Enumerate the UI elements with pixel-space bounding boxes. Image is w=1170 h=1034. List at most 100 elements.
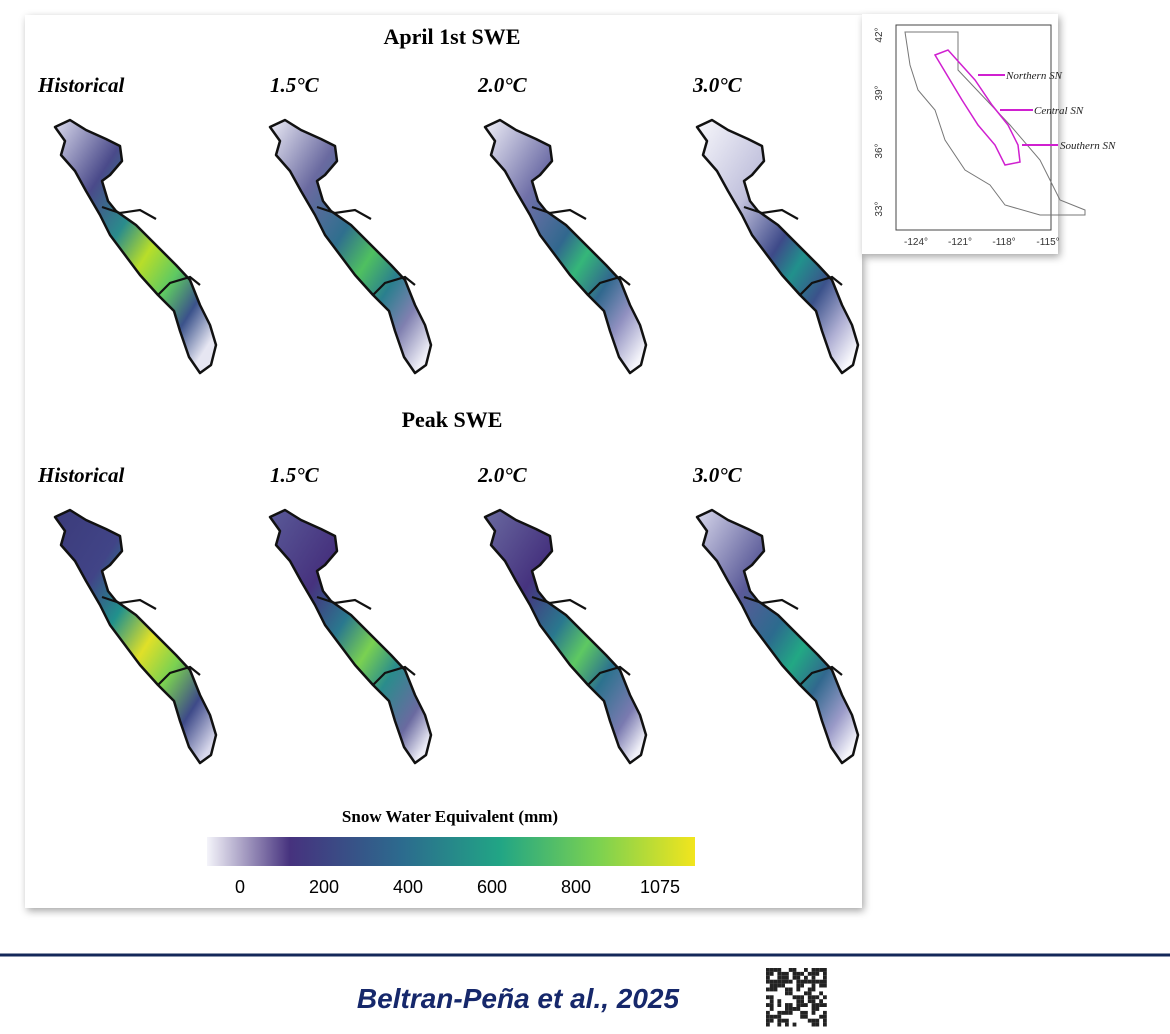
qr-cell [796, 979, 801, 984]
qr-cell [792, 1007, 797, 1011]
qr-cell [811, 1003, 816, 1007]
qr-cell [800, 983, 804, 988]
qr-cell [796, 975, 801, 980]
qr-cell [804, 975, 808, 980]
qr-cell [769, 983, 774, 988]
column-label: 2.0°C [477, 73, 528, 97]
colorbar-tick-label: 800 [561, 877, 591, 897]
qr-cell [815, 979, 820, 984]
lat-tick-label: 39° [874, 85, 885, 100]
qr-cell [811, 971, 816, 976]
qr-cell [785, 979, 789, 984]
qr-cell [785, 971, 789, 976]
qr-cell [769, 1007, 774, 1011]
qr-cell [823, 1010, 827, 1015]
inset-panel [862, 14, 1058, 254]
qr-cell [766, 1010, 770, 1015]
region-boundary [531, 595, 631, 686]
colorbar-title: Snow Water Equivalent (mm) [342, 807, 558, 826]
qr-cell [777, 975, 782, 980]
qr-cell [769, 1018, 774, 1023]
qr-cell [788, 987, 793, 992]
qr-cell [804, 979, 808, 984]
qr-cell [804, 1003, 808, 1007]
qr-cell [766, 1014, 770, 1019]
region-boundary [316, 595, 416, 686]
qr-cell [819, 1014, 823, 1019]
basin-map [483, 118, 648, 375]
qr-cell [811, 1007, 816, 1011]
qr-cell [807, 991, 812, 996]
qr-cell [769, 979, 774, 984]
qr-cell [769, 995, 774, 1000]
region-boundary [743, 205, 843, 296]
qr-cell [777, 1010, 782, 1015]
qr-cell [766, 971, 770, 976]
qr-cell [788, 991, 793, 996]
qr-cell [819, 983, 823, 988]
qr-cell [781, 971, 785, 976]
qr-cell [788, 968, 793, 972]
qr-cell [796, 995, 801, 1000]
basin-map [268, 508, 433, 765]
qr-cell [781, 983, 785, 988]
qr-cell [773, 983, 778, 988]
inset-frame [895, 24, 1052, 231]
qr-cell [777, 979, 782, 984]
qr-cell [823, 979, 827, 984]
region-boundary [101, 205, 201, 296]
qr-cell [823, 971, 827, 976]
qr-cell [773, 1014, 778, 1019]
qr-cell [811, 987, 816, 992]
qr-cell [769, 1003, 774, 1007]
qr-cell [811, 1010, 816, 1015]
qr-cell [823, 968, 827, 972]
qr-cell [800, 1010, 804, 1015]
qr-cell [785, 1010, 789, 1015]
qr-cell [815, 995, 820, 1000]
qr-cell [788, 979, 793, 984]
qr-cell [785, 991, 789, 996]
inset-ticks: 42° 39° 36° 33° -124° -121° -118° -115° [874, 27, 1060, 248]
inset-map: 42° 39° 36° 33° -124° -121° -118° -115° Norther… [862, 14, 1116, 254]
qr-cell [819, 999, 823, 1004]
column-label: Historical [37, 73, 125, 97]
qr-cell [769, 968, 774, 972]
qr-cell [815, 1018, 820, 1023]
qr-cell [811, 979, 816, 984]
qr-cell [766, 995, 770, 1000]
qr-cell [811, 968, 816, 972]
qr-cell [811, 975, 816, 980]
qr-cell [773, 987, 778, 992]
qr-cell [785, 975, 789, 980]
colorbar-tick-label: 400 [393, 877, 423, 897]
qr-cell [773, 968, 778, 972]
qr-cell [800, 1014, 804, 1019]
section-title: Peak SWE [402, 407, 503, 432]
region-label: Southern SN [1060, 140, 1116, 152]
qr-cell [807, 995, 812, 1000]
qr-cell [815, 1022, 820, 1027]
region-boundary [743, 595, 843, 686]
qr-cell [785, 1018, 789, 1023]
qr-cell [769, 971, 774, 976]
region-boundary [101, 595, 201, 686]
qr-cell [796, 999, 801, 1004]
qr-cell [781, 1018, 785, 1023]
qr-cell [804, 1010, 808, 1015]
qr-cell [811, 1022, 816, 1027]
qr-cell [766, 979, 770, 984]
qr-cell [807, 971, 812, 976]
qr-cell [792, 971, 797, 976]
qr-cell [800, 995, 804, 1000]
column-label: 3.0°C [692, 73, 743, 97]
region-labels: Northern SN Central SN Southern SN [1005, 70, 1116, 152]
qr-cell [823, 1014, 827, 1019]
colorbar-tick-label: 600 [477, 877, 507, 897]
basin-map [483, 508, 648, 765]
column-label: 2.0°C [477, 463, 528, 487]
qr-cell [792, 995, 797, 1000]
qr-cell [796, 1007, 801, 1011]
qr-cell [807, 999, 812, 1004]
